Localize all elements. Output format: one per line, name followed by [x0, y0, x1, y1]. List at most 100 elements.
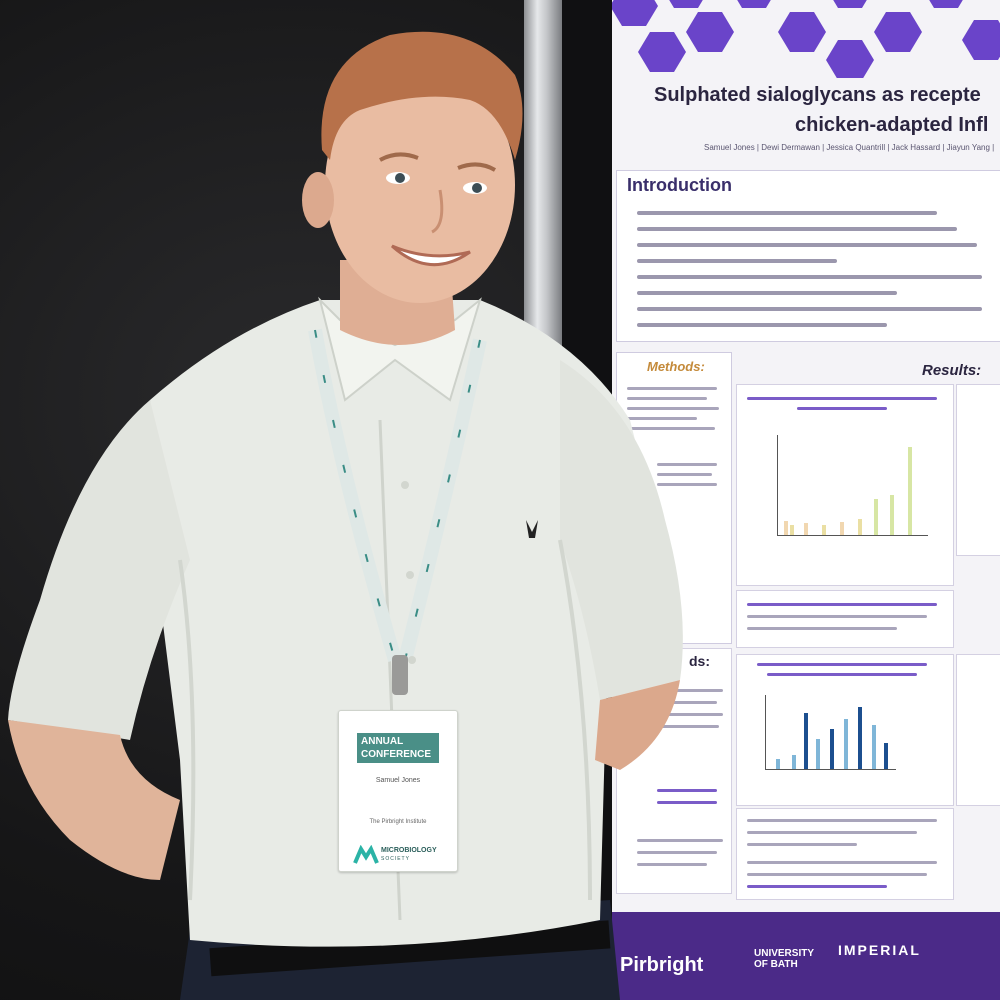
chart-bar	[858, 707, 862, 769]
results-panel-c	[956, 384, 1000, 556]
text-line	[637, 275, 982, 279]
face	[325, 67, 515, 303]
shirt-sleeve-right	[560, 360, 683, 700]
chart-bar	[874, 499, 878, 535]
panel-title-line	[797, 407, 887, 410]
iris-left	[395, 173, 405, 183]
introduction-section: Introduction	[616, 170, 1000, 342]
shirt-emblem-icon	[526, 520, 538, 538]
text-line	[637, 227, 957, 231]
text-line	[657, 701, 717, 704]
badge-event-block: ANNUAL CONFERENCE	[357, 733, 439, 763]
chart-bar	[784, 521, 788, 535]
text-line	[627, 397, 707, 400]
research-poster: Sulphated sialoglycans as recepte chicke…	[612, 0, 1000, 1000]
text-line	[637, 839, 723, 842]
chart-bar	[804, 713, 808, 769]
metal-pole	[524, 0, 562, 370]
chart-bar	[792, 755, 796, 769]
poster-title-line1: Sulphated sialoglycans as recepte	[654, 84, 981, 106]
nose	[431, 189, 444, 234]
chart-bar	[908, 447, 912, 535]
society-name-line2: SOCIETY	[381, 856, 410, 862]
methods-heading: Methods:	[647, 359, 705, 374]
forearm-left	[8, 720, 180, 880]
text-line	[637, 863, 707, 866]
text-line	[657, 725, 719, 728]
text-line	[657, 463, 717, 466]
text-line	[747, 831, 917, 834]
chart-bar	[830, 729, 834, 769]
text-line	[637, 323, 887, 327]
lanyard-left-strap	[308, 328, 402, 662]
hexagon-banner	[612, 0, 1000, 78]
poster-authors: Samuel Jones | Dewi Dermawan | Jessica Q…	[704, 143, 995, 152]
text-line	[657, 801, 717, 804]
text-line	[637, 291, 897, 295]
badge-event-line1: ANNUAL	[361, 736, 404, 747]
society-name-line1: MICROBIOLOGY	[381, 847, 437, 854]
text-line	[637, 243, 977, 247]
results-heading: Results:	[922, 362, 982, 379]
text-line	[627, 417, 697, 420]
text-line	[657, 473, 712, 476]
results-caption-b	[736, 808, 954, 900]
text-line	[637, 307, 982, 311]
text-line	[747, 873, 927, 876]
text-line	[637, 211, 937, 215]
bar-chart	[777, 435, 928, 536]
chart-bar	[822, 525, 826, 535]
text-line	[627, 407, 719, 410]
shirt	[150, 300, 650, 947]
text-line	[637, 259, 837, 263]
chart-bar	[840, 522, 844, 535]
chart-bar	[776, 759, 780, 769]
text-line	[657, 483, 717, 486]
text-line	[747, 819, 937, 822]
imperial-logo: IMPERIAL	[838, 942, 921, 958]
bath-logo: UNIVERSITY OF BATH	[754, 948, 814, 970]
text-line	[747, 603, 937, 606]
shirt-button	[408, 656, 416, 664]
chart-bar	[804, 523, 808, 535]
panel-title-line	[747, 397, 937, 400]
panel-title-line	[757, 663, 927, 666]
forearm-right	[595, 680, 680, 770]
text-line	[657, 689, 723, 692]
society-mark-icon	[353, 845, 379, 864]
introduction-heading: Introduction	[627, 175, 732, 195]
text-line	[657, 713, 723, 716]
poster-title-line2: chicken-adapted Infl	[795, 114, 989, 136]
text-line	[627, 387, 717, 390]
text-line	[637, 851, 717, 854]
chart-bar	[816, 739, 820, 769]
badge-name: Samuel Jones	[375, 777, 421, 784]
shirt-fold	[558, 539, 592, 901]
panel-title-line	[767, 673, 917, 676]
chart-bar	[858, 519, 862, 535]
ear	[302, 172, 334, 228]
person-photo	[8, 31, 683, 1000]
eyebrow-right	[457, 162, 497, 172]
text-line	[627, 427, 715, 430]
shirt-fold	[178, 559, 196, 901]
shirt-button	[406, 571, 414, 579]
text-line	[747, 615, 927, 618]
text-line	[747, 885, 887, 888]
pirbright-logo: Pirbright	[620, 954, 704, 976]
results-caption-a	[736, 590, 954, 648]
shirt-sleeve-left	[8, 400, 190, 740]
chart-bar	[884, 743, 888, 769]
eyebrow-left	[379, 152, 419, 162]
name-badge: ANNUAL CONFERENCE Samuel Jones The Pirbr…	[338, 710, 458, 872]
lanyard-clip	[392, 655, 408, 695]
results-panel-d	[956, 654, 1000, 806]
iris-right	[472, 183, 482, 193]
badge-affiliation: The Pirbright Institute	[369, 819, 427, 825]
chart-bar	[890, 495, 894, 535]
text-line	[747, 861, 937, 864]
shirt-button	[401, 481, 409, 489]
chart-bar	[872, 725, 876, 769]
text-line	[747, 843, 857, 846]
methods-heading-2: ds:	[689, 653, 710, 669]
